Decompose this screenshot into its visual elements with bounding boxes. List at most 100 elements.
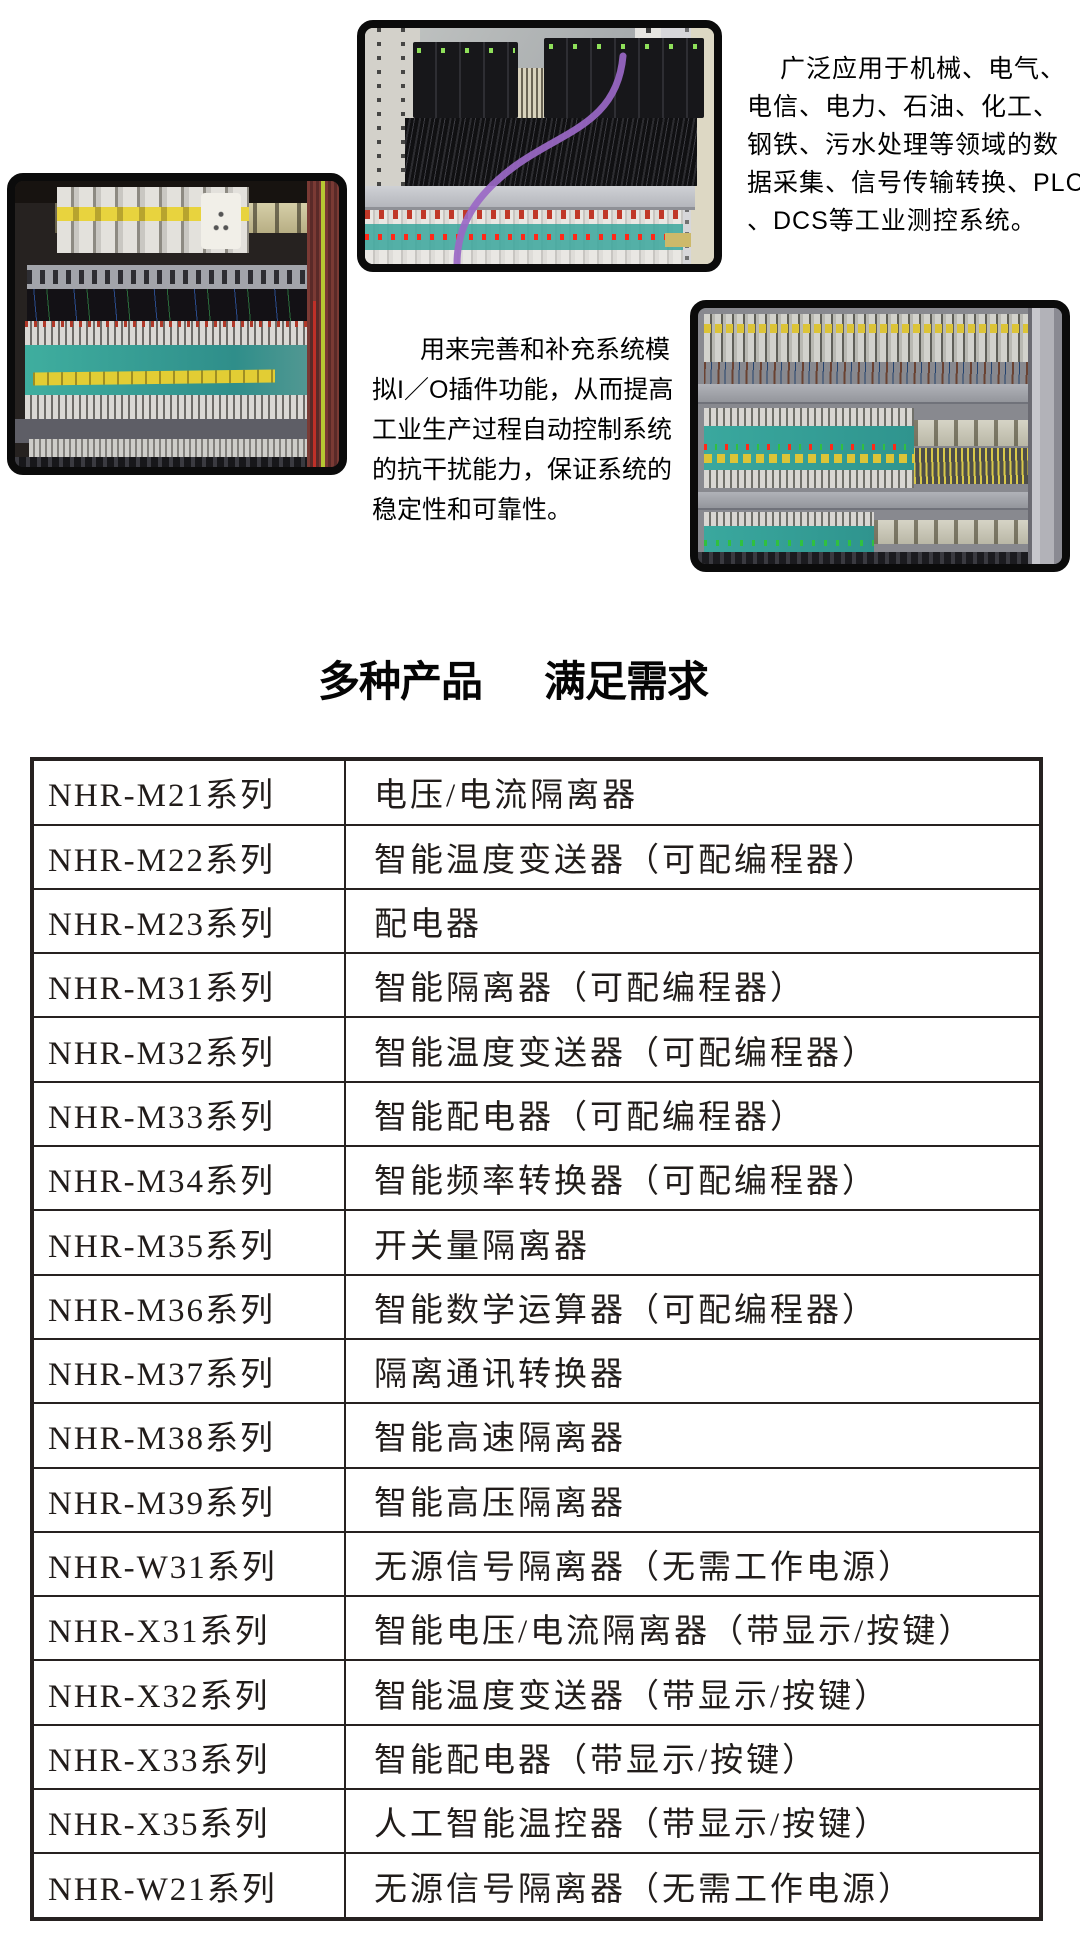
series-cell: NHR-X35系列: [31, 1788, 346, 1855]
series-cell: NHR-M32系列: [31, 1016, 346, 1083]
terminal-red-marks: [25, 321, 325, 327]
series-cell: NHR-M38系列: [31, 1402, 346, 1469]
photo-din-rail-modules: [690, 300, 1070, 572]
table-row: NHR-X33系列 智能配电器（带显示/按键）: [31, 1723, 1042, 1791]
terminal-block-row: [29, 439, 329, 459]
table-row: NHR-M21系列 电压/电流隔离器: [31, 758, 1042, 826]
series-cell: NHR-X33系列: [31, 1723, 346, 1791]
description-cell: 开关量隔离器: [344, 1209, 1042, 1276]
intro-line: 拟I／O插件功能，从而提高: [372, 376, 674, 404]
description-cell: 智能配电器（可配编程器）: [344, 1080, 1042, 1148]
table-row: NHR-M34系列 智能频率转换器（可配编程器）: [31, 1145, 1042, 1212]
mounting-beam: [698, 492, 1028, 510]
series-cell: NHR-W31系列: [31, 1530, 346, 1598]
table-row: NHR-M33系列 智能配电器（可配编程器）: [31, 1080, 1042, 1148]
din-rail: [914, 420, 1028, 446]
section-heading: 多种产品 满足需求: [318, 648, 709, 709]
wire-row: [704, 362, 1028, 384]
series-cell: NHR-W21系列: [31, 1852, 346, 1920]
plc-connector: [518, 68, 544, 120]
power-socket: [201, 193, 241, 249]
table-row: NHR-M32系列 智能温度变送器（可配编程器）: [31, 1016, 1042, 1083]
purple-cable: [453, 52, 627, 264]
terminal-row: [704, 512, 874, 528]
description-cell: 隔离通讯转换器: [344, 1337, 1042, 1405]
yellow-wires: [914, 448, 1028, 484]
yellow-label-strip: [704, 324, 1028, 333]
series-cell: NHR-M33系列: [31, 1080, 346, 1148]
din-rail-end: [665, 233, 691, 247]
slotted-wire-duct: [698, 552, 1028, 564]
mounting-beam: [698, 384, 1028, 404]
series-cell: NHR-M37系列: [31, 1337, 346, 1405]
table-row: NHR-W31系列 无源信号隔离器（无需工作电源）: [31, 1530, 1042, 1598]
heading-right: 满足需求: [544, 658, 709, 705]
series-cell: NHR-M35系列: [31, 1209, 346, 1276]
table-row: NHR-X31系列 智能电压/电流隔离器（带显示/按键）: [31, 1595, 1042, 1662]
mounting-beam: [365, 186, 695, 210]
description-cell: 智能温度变送器（带显示/按键）: [344, 1659, 1042, 1726]
intro-line: 钢铁、污水处理等领域的数: [747, 131, 1060, 159]
description-cell: 配电器: [344, 887, 1042, 955]
photo-isolator-cabinet: [7, 173, 347, 475]
series-cell: NHR-X31系列: [31, 1595, 346, 1662]
table-row: NHR-X32系列 智能温度变送器（带显示/按键）: [31, 1659, 1042, 1726]
description-cell: 人工智能温控器（带显示/按键）: [344, 1788, 1042, 1855]
table-row: NHR-M35系列 开关量隔离器: [31, 1209, 1042, 1276]
isolator-red-tops: [365, 210, 683, 219]
photo-plc-cabinet: [357, 20, 722, 272]
series-cell: NHR-M36系列: [31, 1273, 346, 1340]
application-intro-paragraph: 广泛应用于机械、电气、 电信、电力、石油、化工、 钢铁、污水处理等领域的数 据采…: [747, 50, 1080, 240]
description-cell: 智能电压/电流隔离器（带显示/按键）: [344, 1595, 1042, 1662]
table-row: NHR-M37系列 隔离通讯转换器: [31, 1337, 1042, 1405]
description-cell: 电压/电流隔离器: [344, 758, 1042, 826]
slotted-wire-duct: [27, 265, 325, 289]
table-row: NHR-M38系列 智能高速隔离器: [31, 1402, 1042, 1469]
series-cell: NHR-M21系列: [31, 758, 346, 826]
product-table-body: NHR-M21系列 电压/电流隔离器 NHR-M22系列 智能温度变送器（可配编程器…: [31, 758, 1042, 1920]
intro-line: 电信、电力、石油、化工、: [747, 93, 1060, 121]
terminal-module-row: [704, 314, 1028, 362]
series-cell: NHR-M22系列: [31, 823, 346, 890]
terminal-row: [25, 395, 325, 419]
din-rail: [874, 520, 1028, 544]
plc-module-block: [413, 42, 518, 118]
intro-line: 的抗干扰能力，保证系统的: [372, 456, 673, 484]
intro-line: 工业生产过程自动控制系统: [372, 416, 673, 444]
description-cell: 智能频率转换器（可配编程器）: [344, 1145, 1042, 1212]
series-cell: NHR-M39系列: [31, 1466, 346, 1533]
intro-line: 、DCS等工业测控系统。: [747, 207, 1037, 235]
series-cell: NHR-X32系列: [31, 1659, 346, 1726]
plc-module-block: [544, 38, 704, 118]
led-row: [704, 540, 874, 546]
description-cell: 智能温度变送器（可配编程器）: [344, 823, 1042, 890]
wire-bundle: [405, 118, 697, 186]
description-cell: 无源信号隔离器（无需工作电源）: [344, 1530, 1042, 1598]
isolator-led-row: [365, 234, 683, 240]
cabinet-frame: [1028, 308, 1062, 564]
wire-area: [27, 289, 325, 321]
table-row: NHR-M31系列 智能隔离器（可配编程器）: [31, 952, 1042, 1019]
table-row: NHR-M23系列 配电器: [31, 887, 1042, 955]
terminal-row: [704, 408, 914, 428]
description-cell: 智能高速隔离器: [344, 1402, 1042, 1469]
series-cell: NHR-M23系列: [31, 887, 346, 955]
intro-line: 用来完善和补充系统模: [420, 336, 671, 364]
intro-line: 据采集、信号传输转换、PLC: [747, 169, 1080, 197]
plc-led-row: [549, 44, 701, 49]
led-row: [704, 444, 914, 450]
yellow-green-wire: [321, 181, 325, 467]
table-row: NHR-M22系列 智能温度变送器（可配编程器）: [31, 823, 1042, 890]
terminal-row: [704, 470, 914, 488]
plc-led-row: [417, 48, 515, 53]
series-cell: NHR-M31系列: [31, 952, 346, 1019]
intro-line: 广泛应用于机械、电气、: [780, 55, 1067, 83]
table-row: NHR-M36系列 智能数学运算器（可配编程器）: [31, 1273, 1042, 1340]
description-cell: 智能隔离器（可配编程器）: [344, 952, 1042, 1019]
function-intro-paragraph: 用来完善和补充系统模 拟I／O插件功能，从而提高 工业生产过程自动控制系统 的抗…: [372, 330, 678, 530]
product-series-table: NHR-M21系列 电压/电流隔离器 NHR-M22系列 智能温度变送器（可配编程器…: [30, 757, 1043, 1921]
yellow-label-row: [704, 454, 914, 463]
description-cell: 智能数学运算器（可配编程器）: [344, 1273, 1042, 1340]
heading-left: 多种产品: [318, 658, 483, 705]
